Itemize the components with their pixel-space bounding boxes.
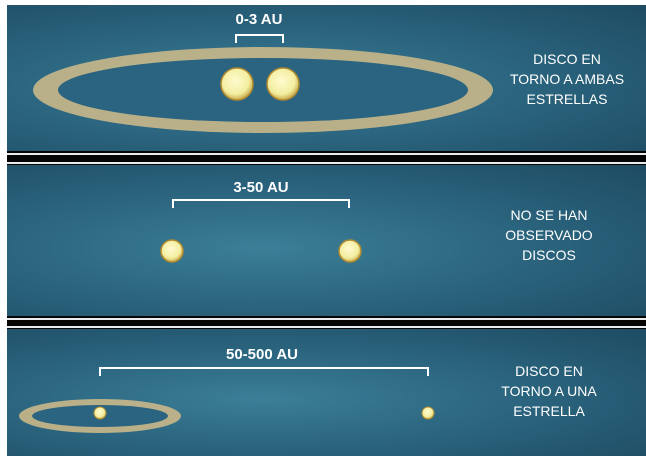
panel-description: DISCO EN TORNO A UNA ESTRELLA bbox=[501, 363, 597, 419]
distance-bracket bbox=[172, 199, 350, 208]
distance-bracket bbox=[235, 34, 284, 43]
panel-close-binary: 0-3 AU DISCO EN TORNO A AMBAS ESTRELLAS bbox=[7, 5, 646, 151]
panel-wide-binary-graphic: 50-500 AU bbox=[19, 346, 435, 433]
panel-mid-binary: 3-50 AU NO SE HAN OBSERVADO DISCOS bbox=[7, 165, 646, 316]
panel-description: DISCO EN TORNO A AMBAS ESTRELLAS bbox=[509, 51, 625, 107]
disk-inner-gap bbox=[58, 58, 468, 122]
star-icon bbox=[266, 67, 300, 101]
star-icon bbox=[421, 406, 435, 420]
star-icon bbox=[220, 67, 254, 101]
star-icon bbox=[93, 406, 107, 420]
divider bbox=[7, 318, 646, 320]
divider bbox=[7, 326, 646, 328]
distance-label: 3-50 AU bbox=[233, 179, 288, 196]
star-icon bbox=[160, 239, 184, 263]
distance-bracket bbox=[99, 367, 429, 376]
panel-wide-binary: 50-500 AU DISCO EN TORNO A UNA ESTRELLA bbox=[7, 329, 646, 456]
panel-mid-binary-graphic: 3-50 AU bbox=[160, 179, 362, 263]
distance-label: 0-3 AU bbox=[236, 11, 283, 28]
divider bbox=[7, 162, 646, 164]
figure-frame: 0-3 AU DISCO EN TORNO A AMBAS ESTRELLAS … bbox=[7, 5, 646, 456]
divider bbox=[7, 153, 646, 155]
panel-close-binary-graphic: 0-3 AU bbox=[33, 11, 493, 133]
distance-label: 50-500 AU bbox=[226, 346, 298, 363]
star-icon bbox=[338, 239, 362, 263]
panel-description: NO SE HAN OBSERVADO DISCOS bbox=[505, 207, 593, 263]
